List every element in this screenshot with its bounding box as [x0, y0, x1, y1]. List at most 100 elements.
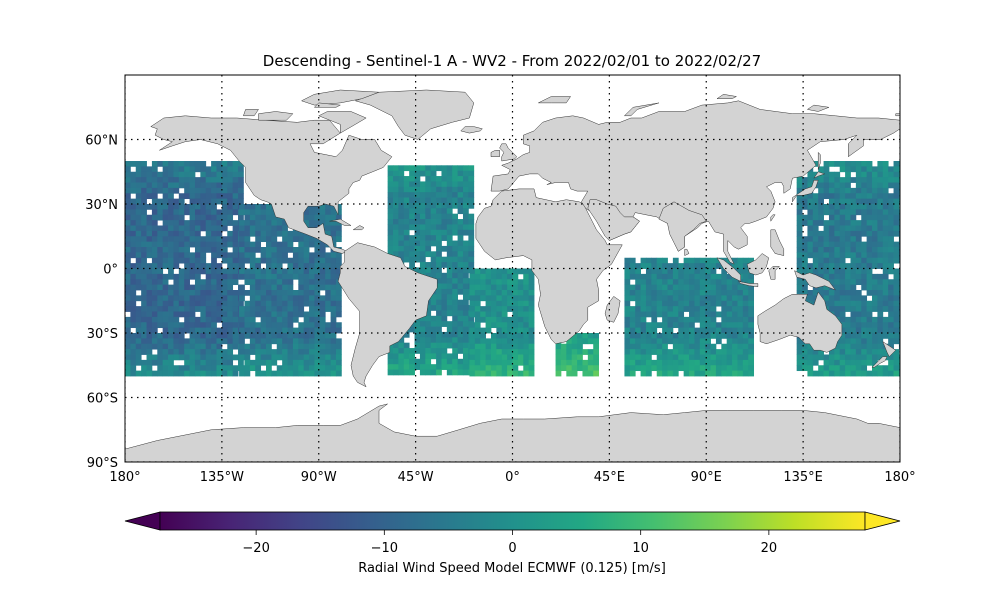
data-cell [330, 359, 337, 366]
data-cell [656, 354, 663, 361]
data-cell [173, 230, 180, 237]
data-cell [485, 306, 492, 312]
data-cell [446, 305, 453, 311]
data-cell [168, 198, 174, 205]
data-cell [216, 252, 223, 259]
data-cell [151, 236, 158, 243]
data-cell [189, 316, 196, 323]
data-cell [485, 349, 492, 355]
data-cell [151, 279, 158, 286]
data-cell [178, 236, 185, 243]
data-cell [173, 327, 180, 334]
data-cell [828, 295, 835, 302]
data-cell [135, 220, 142, 226]
data-cell [893, 209, 900, 216]
data-cell [232, 225, 239, 232]
data-cell [855, 290, 862, 296]
data-cell [173, 306, 180, 312]
data-cell [130, 252, 137, 259]
data-cell [474, 268, 481, 275]
data-cell [802, 290, 808, 296]
data-cell [221, 306, 228, 312]
data-cell [452, 358, 458, 365]
data-cell [260, 290, 267, 296]
data-cell [249, 225, 256, 232]
data-cell [260, 209, 267, 216]
data-cell [850, 354, 857, 361]
data-cell [387, 369, 394, 376]
data-cell [834, 230, 841, 237]
data-cell [705, 295, 711, 302]
data-cell [414, 224, 421, 231]
data-cell [496, 354, 503, 361]
data-cell [189, 214, 196, 221]
data-cell [462, 181, 469, 188]
data-cell [861, 338, 868, 345]
data-cell [452, 240, 458, 247]
data-cell [205, 316, 212, 323]
data-cell [555, 349, 562, 355]
data-cell [462, 272, 469, 279]
data-cell [211, 365, 217, 372]
data-cell [162, 166, 169, 173]
data-cell [238, 177, 244, 183]
data-cell [796, 263, 803, 269]
data-cell [227, 236, 234, 243]
data-cell [303, 343, 310, 350]
data-cell [168, 220, 174, 226]
data-cell [678, 300, 685, 307]
data-cell [893, 225, 900, 232]
data-cell [135, 230, 142, 237]
data-cell [678, 295, 685, 302]
data-cell [393, 369, 399, 376]
data-cell [178, 193, 185, 200]
data-cell [271, 225, 278, 232]
data-cell [239, 338, 245, 345]
data-cell [742, 359, 749, 366]
data-cell [398, 197, 405, 204]
data-cell [683, 354, 690, 361]
data-cell [184, 327, 190, 334]
data-cell [162, 300, 169, 307]
data-cell [877, 322, 884, 329]
data-cell [403, 245, 410, 252]
data-cell [893, 370, 900, 377]
data-cell [893, 252, 900, 259]
data-cell [205, 241, 212, 248]
data-cell [893, 241, 900, 248]
data-cell [130, 236, 137, 243]
data-cell [146, 327, 153, 334]
data-cell [893, 284, 900, 291]
data-cell [501, 279, 508, 286]
data-cell [457, 299, 464, 306]
data-cell [651, 284, 658, 291]
data-cell [893, 338, 900, 345]
data-cell [162, 161, 169, 167]
data-cell [221, 252, 228, 259]
data-cell [828, 177, 835, 183]
data-cell [173, 220, 180, 226]
data-cell [414, 170, 421, 177]
data-cell [872, 198, 878, 205]
data-cell [184, 257, 190, 264]
data-cell [845, 161, 851, 167]
data-cell [861, 300, 868, 307]
data-cell [577, 343, 583, 350]
data-cell [802, 182, 808, 189]
data-cell [877, 225, 884, 232]
data-cell [818, 187, 824, 194]
data-cell [474, 290, 481, 296]
data-cell [855, 279, 862, 286]
data-cell [393, 165, 399, 172]
data-cell [436, 331, 442, 338]
data-cell [882, 209, 889, 216]
data-cell [517, 311, 524, 318]
data-cell [872, 306, 878, 312]
data-cell [189, 311, 196, 318]
data-cell [672, 349, 679, 355]
data-cell [200, 365, 207, 372]
data-cell [436, 202, 442, 209]
data-cell [737, 306, 744, 312]
data-cell [480, 365, 486, 372]
data-cell [441, 165, 448, 172]
